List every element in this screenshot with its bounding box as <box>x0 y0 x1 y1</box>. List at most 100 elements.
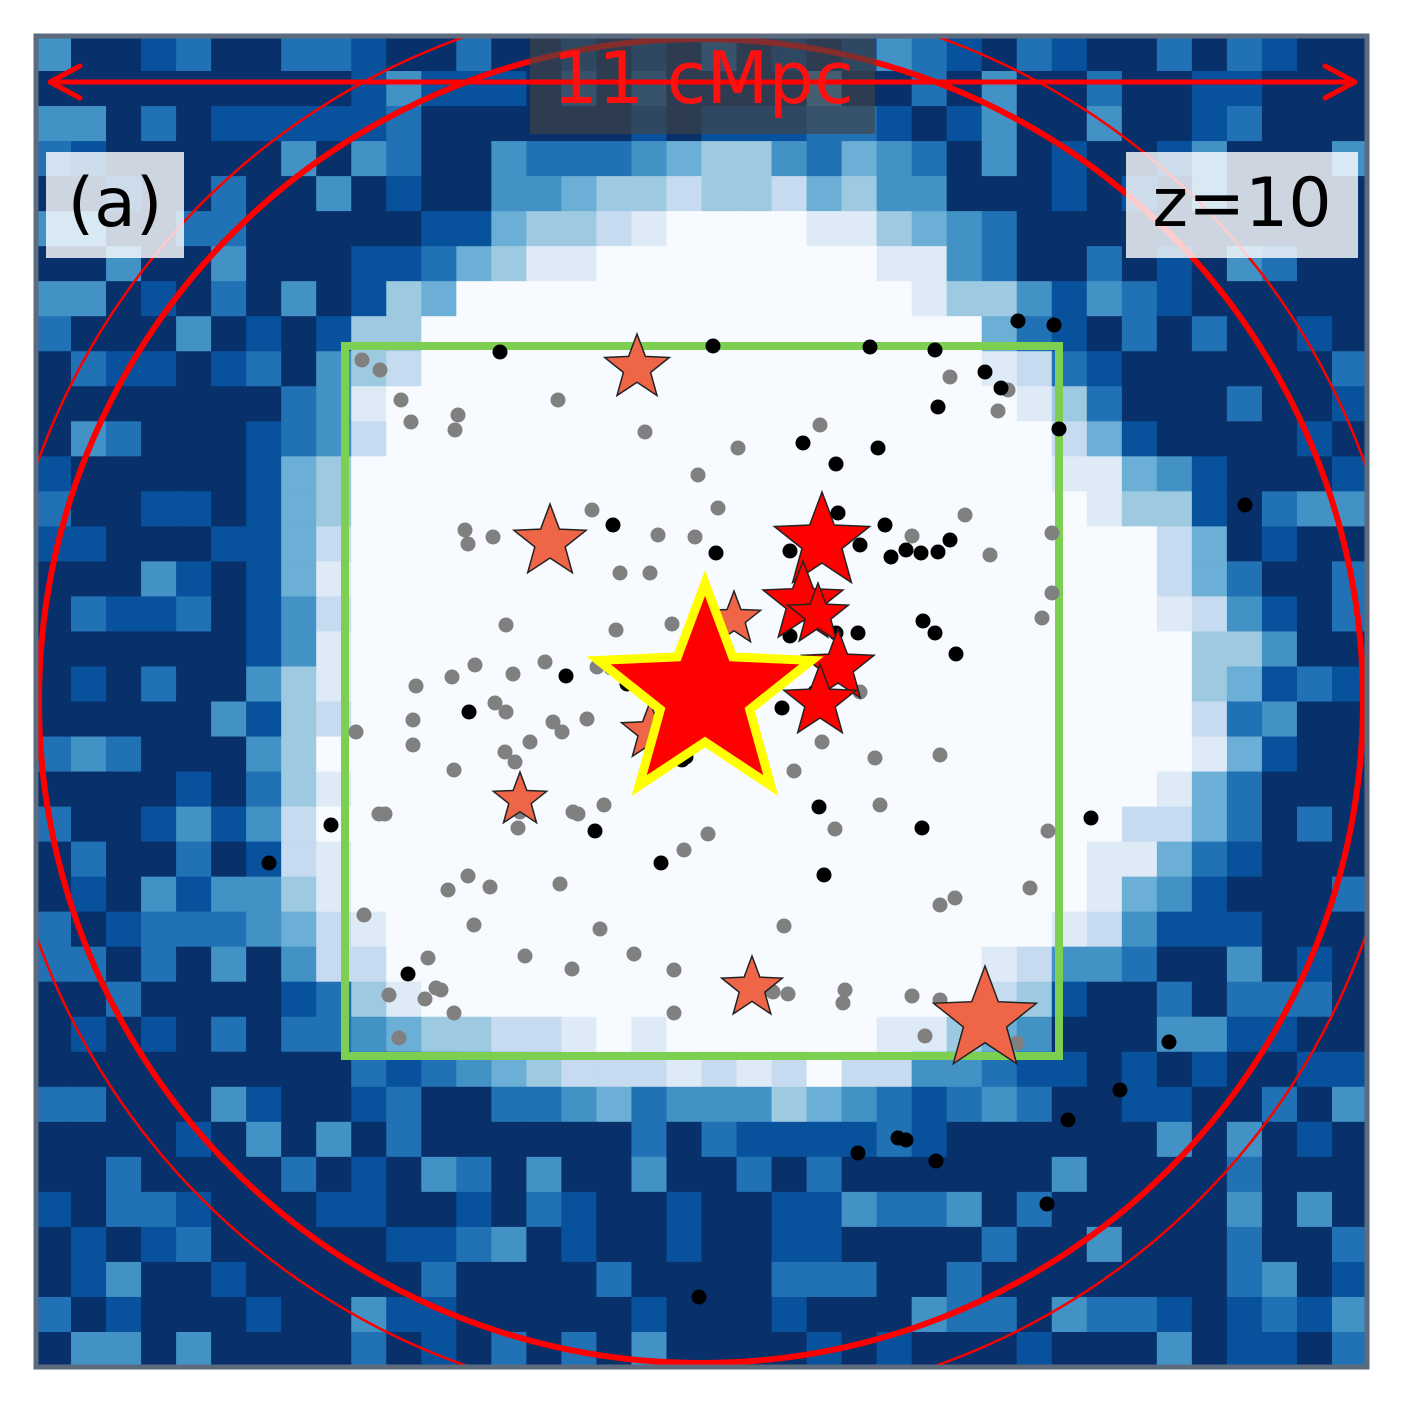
density-cell <box>981 1086 1018 1123</box>
density-cell <box>911 596 948 633</box>
density-cell <box>1086 176 1123 212</box>
density-cell <box>421 176 457 212</box>
density-cell <box>386 351 422 387</box>
density-cell <box>386 1086 422 1123</box>
density-cell <box>981 176 1018 212</box>
density-cell <box>596 1331 633 1367</box>
density-cell <box>281 1016 317 1053</box>
density-cell <box>246 456 282 492</box>
density-cell <box>316 246 352 282</box>
gray-halo-dot-icon <box>1044 585 1060 601</box>
density-cell <box>631 1121 668 1158</box>
density-cell <box>946 211 983 247</box>
black-halo-dot-icon <box>898 1132 914 1148</box>
density-cell <box>491 1016 527 1053</box>
density-cell <box>1156 876 1193 913</box>
density-cell <box>281 701 317 738</box>
density-cell <box>1296 526 1333 562</box>
density-cell <box>981 1191 1018 1228</box>
density-cell <box>1016 456 1053 492</box>
redshift-label: z=10 <box>1152 164 1331 243</box>
density-cell <box>106 71 142 107</box>
density-cell <box>1261 946 1298 983</box>
density-cell <box>946 806 983 843</box>
gray-halo-dot-icon <box>687 529 703 545</box>
density-cell <box>456 211 492 247</box>
density-cell <box>701 841 738 878</box>
density-cell <box>911 141 948 177</box>
gray-halo-dot-icon <box>446 1005 462 1021</box>
secondary-star-icon <box>491 769 549 825</box>
density-cell <box>561 1261 598 1298</box>
density-cell <box>36 1016 72 1053</box>
density-cell <box>526 1226 562 1263</box>
density-cell <box>246 736 282 773</box>
density-cell <box>211 561 247 598</box>
density-cell <box>351 1296 387 1333</box>
density-cell <box>701 981 738 1018</box>
black-halo-dot-icon <box>1112 1082 1128 1098</box>
density-cell <box>1191 281 1228 317</box>
density-cell <box>1191 1086 1228 1123</box>
density-cell <box>1226 1331 1263 1367</box>
density-cell <box>316 1191 352 1228</box>
density-cell <box>946 666 983 703</box>
density-cell <box>736 1156 773 1193</box>
density-cell <box>246 771 282 808</box>
density-cell <box>36 1261 72 1298</box>
density-cell <box>1191 596 1228 633</box>
density-cell <box>106 1051 142 1088</box>
density-cell <box>141 1191 177 1228</box>
density-cell <box>1261 841 1298 878</box>
density-cell <box>71 771 107 808</box>
density-cell <box>1296 1086 1333 1123</box>
density-cell <box>386 1296 422 1333</box>
gray-halo-dot-icon <box>592 921 608 937</box>
density-cell <box>36 1226 72 1263</box>
density-cell <box>1261 71 1298 107</box>
density-cell <box>281 1086 317 1123</box>
density-cell <box>281 736 317 773</box>
density-cell <box>71 1016 107 1053</box>
density-cell <box>106 316 142 352</box>
density-cell <box>666 421 703 457</box>
density-cell <box>351 841 387 878</box>
density-cell <box>1191 456 1228 492</box>
density-cell <box>1121 1261 1158 1298</box>
density-cell <box>946 281 983 317</box>
black-halo-dot-icon <box>877 517 893 533</box>
density-cell <box>1191 106 1228 142</box>
scale-arrow <box>47 63 1358 101</box>
density-cell <box>1086 841 1123 878</box>
density-cell <box>1226 1226 1263 1263</box>
density-cell <box>666 246 703 282</box>
density-cell <box>526 1086 562 1123</box>
density-cell <box>1226 981 1263 1018</box>
density-cell <box>211 281 247 317</box>
density-cell <box>631 246 668 282</box>
density-cell <box>1191 71 1228 107</box>
density-cell <box>911 1191 948 1228</box>
density-cell <box>1261 526 1298 562</box>
density-cell <box>1226 946 1263 983</box>
density-cell <box>281 491 317 527</box>
density-cell <box>561 456 598 492</box>
density-cell <box>1016 491 1053 527</box>
density-cell <box>106 806 142 843</box>
density-cell <box>946 596 983 633</box>
density-cell <box>1261 1191 1298 1228</box>
density-cell <box>1191 666 1228 703</box>
density-cell <box>1121 631 1158 668</box>
density-cell <box>1121 771 1158 808</box>
gray-halo-dot-icon <box>608 622 624 638</box>
density-cell <box>1156 631 1193 668</box>
density-cell <box>456 1226 492 1263</box>
density-cell <box>701 1121 738 1158</box>
density-cell <box>71 1191 107 1228</box>
density-cell <box>1331 1016 1367 1053</box>
density-cell <box>176 771 212 808</box>
density-cell <box>106 1156 142 1193</box>
density-cell <box>1261 596 1298 633</box>
density-cell <box>141 876 177 913</box>
density-cell <box>1226 1121 1263 1158</box>
